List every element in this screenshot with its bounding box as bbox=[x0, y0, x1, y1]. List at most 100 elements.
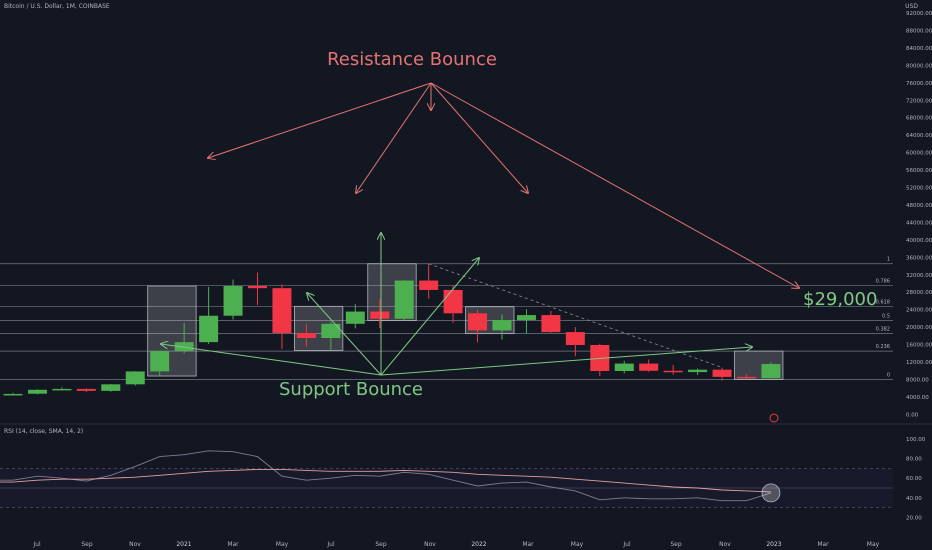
candle-body bbox=[492, 320, 512, 331]
alert-icon[interactable] bbox=[769, 413, 779, 423]
y-tick-label: 4000.00 bbox=[906, 395, 929, 401]
y-tick-label: 68000.00 bbox=[906, 116, 932, 122]
candle-body bbox=[663, 370, 683, 373]
candle-body bbox=[688, 369, 708, 373]
y-tick-label: 80000.00 bbox=[906, 63, 932, 69]
x-tick-label: Nov bbox=[719, 541, 731, 548]
fib-level-label: 0.236 bbox=[876, 344, 890, 350]
candle-body bbox=[150, 351, 170, 372]
candle-body bbox=[27, 389, 47, 394]
y-tick-label: 8000.00 bbox=[906, 377, 929, 383]
fib-level-label: 0.618 bbox=[876, 299, 890, 305]
y-tick-label: 72000.00 bbox=[906, 98, 932, 104]
candle-body bbox=[712, 369, 732, 377]
candle-body bbox=[737, 376, 756, 379]
price-axis-unit: USD bbox=[905, 3, 918, 10]
x-tick-label: Sep bbox=[670, 541, 682, 548]
candle-body bbox=[419, 280, 439, 290]
candle-body bbox=[468, 313, 488, 331]
candle-body bbox=[614, 363, 634, 371]
candle-body bbox=[76, 388, 96, 391]
x-tick-label: Sep bbox=[375, 541, 387, 548]
trend-line-dotted bbox=[428, 263, 723, 368]
candle-body bbox=[394, 280, 414, 319]
rsi-line bbox=[0, 450, 772, 502]
y-tick-label: 44000.00 bbox=[906, 220, 932, 226]
rsi-tick-label: 100.00 bbox=[906, 437, 926, 443]
candle-body bbox=[199, 315, 219, 343]
x-tick-label: Jul bbox=[32, 541, 41, 548]
candle-body bbox=[345, 311, 365, 324]
support-arrow bbox=[380, 347, 752, 376]
y-tick-label: 32000.00 bbox=[906, 273, 932, 279]
candle-body bbox=[101, 384, 121, 391]
x-tick-label: 2021 bbox=[176, 541, 191, 548]
resistance-bounce-label: Resistance Bounce bbox=[327, 49, 497, 70]
candle-body bbox=[223, 286, 243, 316]
x-tick-label: Mar bbox=[227, 541, 239, 548]
support-arrow bbox=[161, 344, 382, 376]
x-tick-label: May bbox=[571, 541, 584, 548]
candle-body bbox=[639, 363, 659, 371]
x-tick-label: Jul bbox=[326, 541, 335, 548]
y-tick-label: 92000.00 bbox=[906, 11, 932, 17]
y-tick-label: 0.00 bbox=[906, 412, 919, 418]
y-tick-label: 84000.00 bbox=[906, 46, 932, 52]
candle-body bbox=[3, 393, 23, 396]
resistance-arrow bbox=[430, 82, 799, 288]
fib-level-label: 0.5 bbox=[882, 314, 890, 320]
support-bounce-label: Support Bounce bbox=[279, 379, 423, 400]
fib-level-label: 0.786 bbox=[876, 279, 890, 285]
candle-body bbox=[125, 371, 145, 385]
y-tick-label: 40000.00 bbox=[906, 238, 932, 244]
candle-body bbox=[174, 342, 194, 352]
y-tick-label: 36000.00 bbox=[906, 255, 932, 261]
x-tick-label: Mar bbox=[817, 541, 829, 548]
y-tick-label: 12000.00 bbox=[906, 360, 932, 366]
y-tick-label: 16000.00 bbox=[906, 343, 932, 349]
resistance-arrow bbox=[430, 82, 528, 193]
candle-body bbox=[761, 364, 781, 379]
fib-level-label: 0 bbox=[887, 373, 890, 379]
candle-body bbox=[272, 288, 292, 333]
y-tick-label: 20000.00 bbox=[906, 325, 932, 331]
x-tick-label: Jul bbox=[622, 541, 631, 548]
x-tick-label: Sep bbox=[81, 541, 93, 548]
resistance-arrow bbox=[356, 82, 432, 193]
candle-body bbox=[296, 332, 316, 339]
candle-body bbox=[565, 332, 585, 345]
fib-level-label: 0.382 bbox=[876, 327, 890, 333]
rsi-tick-label: 80.00 bbox=[906, 457, 922, 463]
candle-body bbox=[443, 289, 463, 314]
x-tick-label: 2022 bbox=[471, 541, 486, 548]
y-tick-label: 88000.00 bbox=[906, 28, 932, 34]
y-tick-label: 60000.00 bbox=[906, 151, 932, 157]
candle-body bbox=[52, 388, 72, 391]
rsi-tick-label: 20.00 bbox=[906, 515, 922, 521]
support-arrow bbox=[380, 258, 479, 376]
rsi-title: RSI (14, close, SMA, 14, 2) bbox=[4, 428, 84, 435]
y-tick-label: 28000.00 bbox=[906, 290, 932, 296]
x-tick-label: Nov bbox=[129, 541, 141, 548]
x-tick-label: Mar bbox=[522, 541, 534, 548]
resistance-arrow bbox=[208, 82, 432, 158]
candle-body bbox=[516, 315, 536, 321]
rsi-tick-label: 40.00 bbox=[906, 496, 922, 502]
x-tick-label: May bbox=[276, 541, 289, 548]
y-tick-label: 76000.00 bbox=[906, 81, 932, 87]
rsi-ma-line bbox=[0, 468, 771, 493]
y-tick-label: 24000.00 bbox=[906, 308, 932, 314]
y-tick-label: 48000.00 bbox=[906, 203, 932, 209]
y-tick-label: 64000.00 bbox=[906, 133, 932, 139]
y-tick-label: 52000.00 bbox=[906, 186, 932, 192]
x-tick-label: May bbox=[867, 541, 880, 548]
y-tick-label: 56000.00 bbox=[906, 168, 932, 174]
candle-body bbox=[370, 311, 390, 319]
candle-body bbox=[321, 323, 341, 339]
chart-title: Bitcoin / U.S. Dollar, 1M, COINBASE bbox=[4, 3, 110, 10]
x-tick-label: 2023 bbox=[766, 541, 781, 548]
rsi-band-fill bbox=[0, 468, 893, 508]
target-price-label: $29,000 bbox=[803, 289, 877, 310]
support-arrow bbox=[307, 293, 382, 376]
